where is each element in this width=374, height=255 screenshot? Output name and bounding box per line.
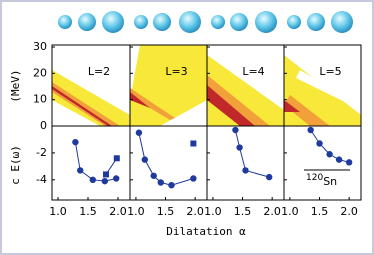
marker xyxy=(135,129,143,136)
y-tick-label: 20 xyxy=(33,66,47,79)
panel-label: L=4 xyxy=(242,65,264,78)
x-tick-label: 1.5 xyxy=(79,205,97,218)
x-tick-label: 1.5 xyxy=(311,205,329,218)
marker xyxy=(265,173,273,181)
marker xyxy=(72,138,79,146)
marker xyxy=(345,159,353,166)
x-tick-label: 2.0 xyxy=(186,205,204,218)
marker xyxy=(141,156,149,163)
marker xyxy=(326,151,333,158)
x-tick-label: 1.0 xyxy=(127,205,145,218)
marker xyxy=(101,177,109,185)
x-tick-label: 1.0 xyxy=(49,205,67,218)
y-tick-label: 30 xyxy=(33,40,47,53)
panel-label: L=3 xyxy=(165,65,187,78)
marker xyxy=(335,156,343,163)
x-tick-label: 2.0 xyxy=(109,205,127,218)
annotation: 120Sn xyxy=(306,173,337,189)
marker xyxy=(157,179,164,186)
x-tick-label: 2.0 xyxy=(340,205,358,218)
curve xyxy=(138,132,194,186)
marker xyxy=(89,176,97,184)
x-tick-label: 1.0 xyxy=(204,205,222,218)
marker xyxy=(150,172,157,179)
y-tick-label: -4 xyxy=(36,173,47,186)
marker xyxy=(190,140,197,147)
marker xyxy=(232,126,239,134)
panel-label: L=5 xyxy=(319,65,341,78)
y-axis-label: (MeV) xyxy=(9,69,22,102)
marker xyxy=(307,126,314,134)
marker xyxy=(316,140,323,147)
annotation-element: Sn xyxy=(323,175,337,188)
panel-label: L=2 xyxy=(88,65,110,78)
marker xyxy=(168,182,175,189)
x-tick-label: 1.5 xyxy=(157,205,175,218)
marker xyxy=(113,155,120,162)
panel-frame xyxy=(283,125,362,201)
contours xyxy=(52,45,361,126)
marker xyxy=(103,171,109,178)
y-axis-label: c E(ω) xyxy=(9,145,22,185)
marker xyxy=(242,167,249,174)
x-tick-label: 1.5 xyxy=(234,205,252,218)
marker xyxy=(236,144,243,151)
bubbles xyxy=(58,11,353,33)
curve xyxy=(234,129,270,178)
marker xyxy=(77,167,84,174)
y-tick-label: -2 xyxy=(36,146,47,159)
marker xyxy=(190,175,197,182)
annotation-mass: 120 xyxy=(306,173,323,183)
x-tick-label: 2.0 xyxy=(263,205,281,218)
x-tick-label: 1.0 xyxy=(281,205,299,218)
y-tick-label: 10 xyxy=(33,93,47,106)
marker xyxy=(113,175,120,182)
y-tick-label: 0 xyxy=(40,119,47,132)
x-axis-label: Dilatation α xyxy=(166,225,246,238)
